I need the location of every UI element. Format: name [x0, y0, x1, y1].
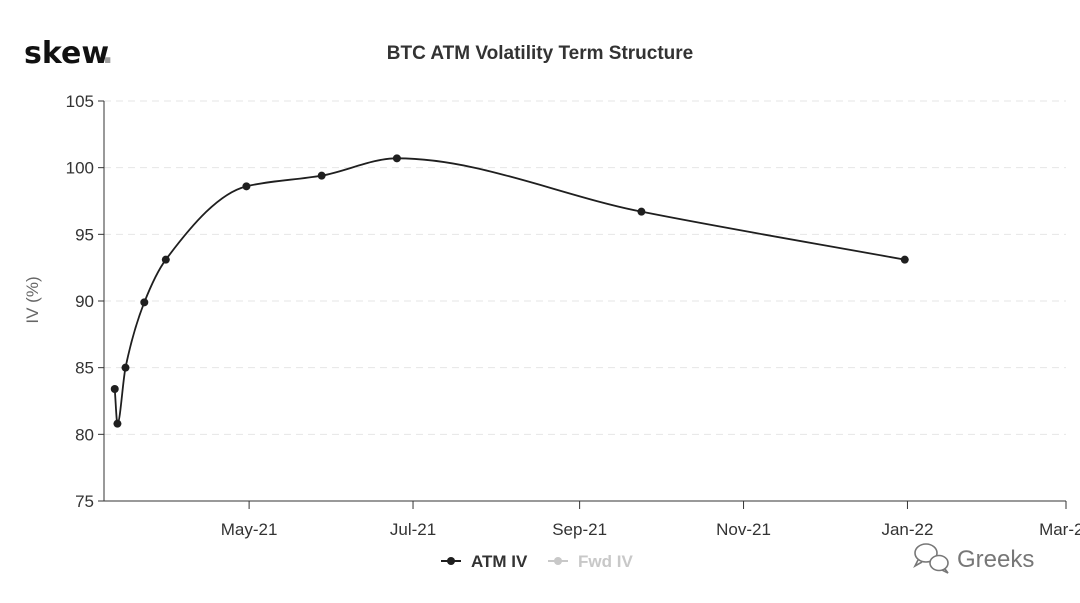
- grid-lines: [104, 100, 1066, 435]
- y-tick-label-80: 80: [75, 425, 94, 444]
- x-tick-label-may-21: May-21: [221, 520, 278, 539]
- y-tick-label-105: 105: [66, 92, 94, 111]
- legend-label-fwd-iv: Fwd IV: [578, 552, 633, 571]
- data-point-0-2: [121, 363, 130, 372]
- logo-text: skew: [24, 36, 109, 71]
- legend-label-atm-iv: ATM IV: [471, 552, 528, 571]
- logo-dot: .: [102, 36, 113, 71]
- series-atm-iv[interactable]: [110, 154, 909, 428]
- data-point-0-8: [637, 207, 646, 216]
- x-tick-label-sep-21: Sep-21: [552, 520, 607, 539]
- x-tick-label-jul-21: Jul-21: [390, 520, 436, 539]
- y-axis-label: IV (%): [23, 276, 42, 323]
- legend-marker-atm-iv: [447, 557, 455, 565]
- x-tick-labels: May-21 Jul-21 Sep-21 Nov-21 Jan-22 Mar-22: [221, 520, 1080, 539]
- data-point-0-0: [110, 385, 119, 393]
- data-point-0-4: [161, 255, 170, 264]
- data-point-0-9: [900, 255, 909, 264]
- x-tick-label-nov-21: Nov-21: [716, 520, 771, 539]
- y-tick-label-90: 90: [75, 292, 94, 311]
- legend-marker-fwd-iv: [554, 557, 562, 565]
- y-tick-labels: 75 80 85 90 95 100 105: [66, 92, 94, 511]
- data-point-0-3: [140, 298, 149, 307]
- y-tick-label-95: 95: [75, 225, 94, 244]
- data-point-0-7: [392, 154, 401, 163]
- legend-item-atm-iv[interactable]: ATM IV: [441, 552, 528, 571]
- x-tick-label-jan-22: Jan-22: [881, 520, 933, 539]
- legend: ATM IV Fwd IV: [441, 552, 633, 571]
- wechat-icon: [913, 543, 949, 574]
- axes: [98, 100, 1067, 509]
- y-tick-label-100: 100: [66, 159, 94, 178]
- legend-item-fwd-iv[interactable]: Fwd IV: [548, 552, 633, 571]
- y-tick-label-75: 75: [75, 492, 94, 511]
- x-tick-label-mar-22: Mar-22: [1039, 520, 1080, 539]
- watermark: Greeks: [913, 543, 1034, 574]
- data-point-0-5: [242, 182, 251, 191]
- chart-title: BTC ATM Volatility Term Structure: [387, 43, 694, 64]
- y-tick-label-85: 85: [75, 359, 94, 378]
- data-point-0-1: [113, 419, 122, 428]
- watermark-text: Greeks: [957, 546, 1034, 573]
- series-line-0: [113, 157, 905, 425]
- skew-logo[interactable]: skew .: [24, 36, 113, 71]
- data-point-0-6: [317, 171, 326, 180]
